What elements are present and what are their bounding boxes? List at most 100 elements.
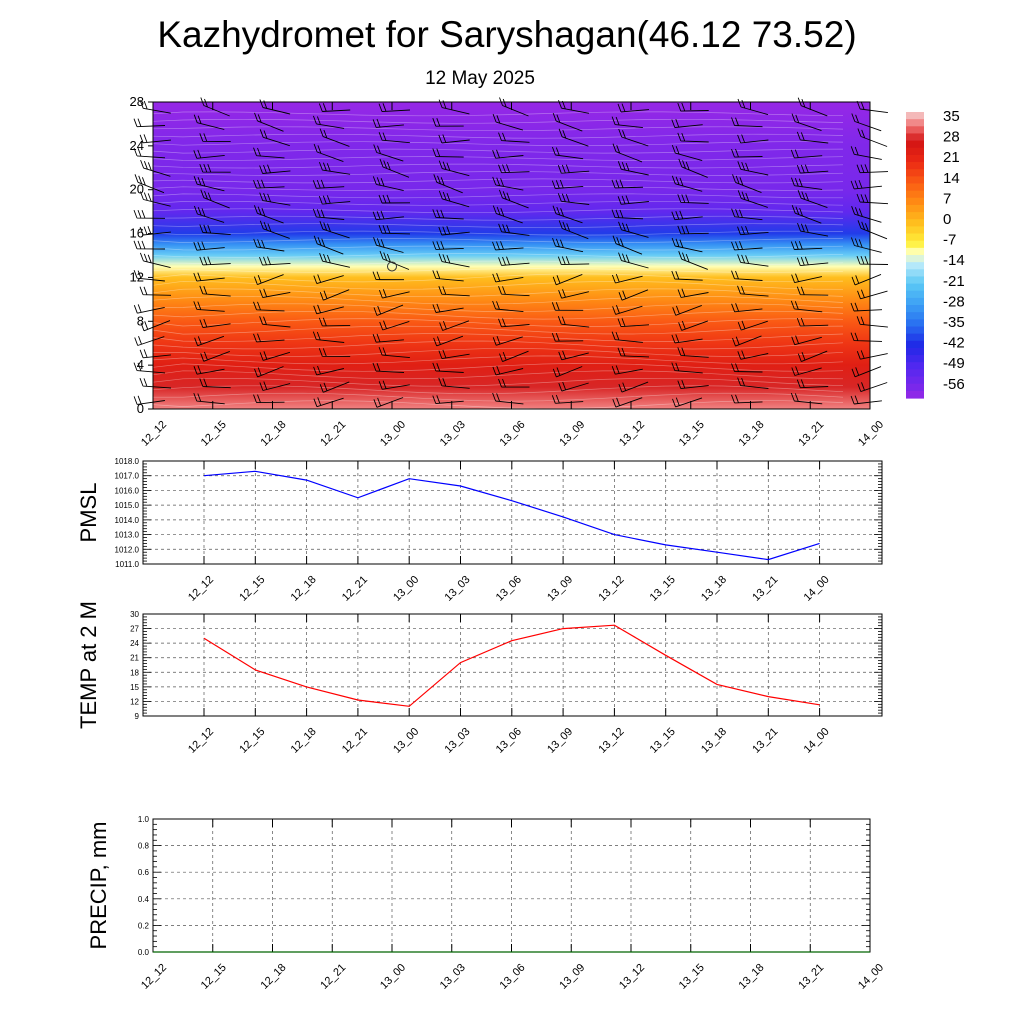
wind-barb: [318, 161, 351, 175]
wind-barb: [737, 320, 768, 331]
wind-barb: [857, 128, 888, 147]
wind-barb: [671, 362, 703, 374]
wind-barb: [611, 179, 644, 189]
wind-barb: [558, 128, 589, 147]
wind-barb: [731, 148, 763, 158]
x-tick-label: 13_03: [443, 726, 473, 756]
x-tick-label: 13_15: [648, 574, 678, 604]
y-tick-label: 0.0: [138, 948, 150, 957]
wind-barb: [253, 333, 285, 343]
temperature-profile-panel: 0 4 8 12 16 20 24 28 12_12 12_15 12_18 12_21 13_00 13…: [130, 94, 889, 449]
wind-barb: [557, 256, 590, 266]
wind-barb: [552, 237, 584, 253]
wind-barb: [253, 238, 285, 252]
wind-barb: [319, 221, 350, 239]
wind-barb: [492, 335, 523, 346]
colorbar-swatch: [906, 154, 924, 163]
grid: [143, 614, 882, 716]
wind-barb: [671, 270, 703, 281]
x-tick-label: 13_00: [378, 419, 408, 449]
wind-barb: [790, 392, 823, 405]
wind-barb: [140, 159, 171, 177]
x-tick-label: 13_03: [438, 419, 468, 449]
wind-barb: [313, 304, 344, 315]
wind-barb: [259, 381, 291, 391]
colorbar-swatch: [906, 133, 924, 142]
calm-marker: [387, 261, 397, 272]
temperature-field: [153, 102, 870, 409]
wind-barb: [318, 195, 351, 205]
x-tick-label: 13_06: [498, 962, 528, 992]
wind-barb: [557, 193, 590, 205]
wind-barb: [194, 335, 225, 347]
wind-barb: [731, 117, 763, 128]
wind-barb: [856, 164, 889, 174]
wind-barb: [139, 226, 171, 236]
colorbar-swatch: [906, 169, 924, 177]
colorbar-swatch: [906, 340, 924, 349]
colorbar-swatch: [906, 312, 924, 320]
wind-barb: [498, 189, 529, 209]
wind-barb: [611, 365, 643, 375]
wind-barb: [791, 205, 822, 224]
wind-barb: [737, 377, 769, 389]
wind-barb: [498, 132, 530, 143]
wind-barb: [432, 270, 464, 282]
wind-barb: [851, 206, 882, 223]
wind-barb: [432, 362, 464, 373]
wind-barb: [492, 113, 524, 131]
y-axis-title: TEMP at 2 M: [76, 601, 101, 729]
wind-barb: [313, 235, 344, 255]
wind-barb: [617, 103, 650, 113]
x-tick-label: 13_12: [596, 726, 626, 756]
wind-barb: [557, 316, 590, 328]
wind-barb: [552, 112, 583, 132]
wind-barbs: [133, 97, 889, 408]
y-tick-label: 9: [135, 712, 140, 721]
x-tick-label: 12_12: [186, 574, 216, 604]
wind-barb: [139, 134, 171, 144]
wind-barb: [492, 176, 524, 191]
x-tick-label: 13_18: [737, 962, 767, 992]
x-tick-label: 13_06: [494, 574, 524, 604]
wind-barb: [851, 113, 882, 132]
wind-barb: [379, 158, 410, 178]
x-tick-label: 14_00: [802, 726, 832, 756]
x-tick-label: 13_00: [378, 962, 408, 992]
wind-barb: [133, 270, 165, 282]
x-tick-label: 13_15: [648, 726, 678, 756]
wind-barb: [492, 149, 524, 159]
wind-barb: [139, 286, 172, 296]
wind-barb: [671, 334, 703, 344]
y-tick-label: 1017.0: [115, 472, 140, 481]
wind-barb: [432, 395, 464, 405]
wind-barb: [378, 225, 411, 235]
colorbar-label: 7: [943, 190, 951, 207]
wind-barb: [193, 205, 225, 223]
wind-barb: [498, 256, 530, 266]
wind-barb: [133, 395, 165, 405]
wind-barb: [253, 394, 285, 404]
wind-barb: [797, 222, 829, 237]
wind-barb: [791, 273, 822, 284]
wind-barb: [551, 179, 584, 190]
wind-barb: [373, 304, 404, 316]
wind-barb: [319, 253, 350, 268]
chart-title: Kazhydromet for Saryshagan(46.12 73.52): [157, 14, 856, 55]
wind-barb: [438, 286, 470, 297]
wind-barb: [791, 113, 822, 132]
colorbar-swatch: [906, 383, 924, 392]
colorbar-label: 0: [943, 211, 951, 228]
wind-barb: [678, 158, 708, 178]
colorbar-swatch: [906, 226, 924, 235]
wind-barb: [312, 115, 345, 129]
wind-barb: [850, 146, 882, 160]
wind-barb: [200, 189, 230, 209]
wind-barb: [134, 174, 165, 194]
wind-barb: [677, 379, 709, 390]
colorbar-swatch: [906, 147, 924, 156]
colorbar-swatch: [906, 212, 924, 220]
colorbar-swatch: [906, 376, 924, 385]
wind-barb: [851, 366, 882, 378]
wind-barb: [850, 237, 882, 253]
